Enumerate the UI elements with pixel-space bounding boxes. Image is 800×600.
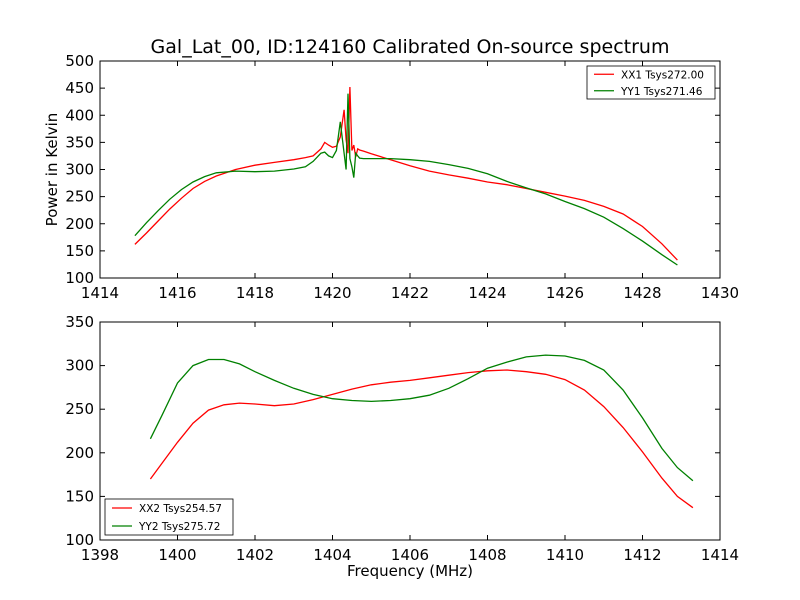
y-tick-label: 200 [65, 215, 94, 233]
legend-label: YY1 Tsys271.46 [620, 86, 703, 98]
x-tick-label: 1424 [468, 284, 506, 302]
y-tick-label: 150 [65, 242, 94, 260]
y-axis-label: Power in Kelvin [43, 113, 61, 227]
y-tick-label: 300 [65, 357, 94, 375]
lower-spectrum-plot: 1398 1400 1402 1404 1406 1408 1410 1412 1414 100 1… [65, 313, 739, 580]
x-tick-label: 1426 [546, 284, 584, 302]
x-tick-label: 1402 [236, 546, 274, 564]
x-axis-label: Frequency (MHz) [347, 562, 473, 580]
y-tick-label: 200 [65, 444, 94, 462]
y-tick-label: 250 [65, 188, 94, 206]
series-line-yy [134, 93, 678, 266]
y-tick-label: 500 [65, 52, 94, 70]
y-tick-label: 400 [65, 106, 94, 124]
x-tick-label: 1428 [623, 284, 661, 302]
y-tick-label: 150 [65, 487, 94, 505]
legend-box [104, 498, 234, 536]
y-tick-label: 100 [65, 531, 94, 549]
x-tick-label: 1400 [158, 546, 196, 564]
y-tick-label: 350 [65, 313, 94, 331]
legend-box [586, 65, 716, 100]
legend: XX2 Tsys254.57 YY2 Tsys275.72 [104, 498, 234, 536]
y-tick-label: 350 [65, 133, 94, 151]
upper-spectrum-plot: 1414 1416 1418 1420 1422 1424 1426 1428 1430 100 1… [43, 52, 739, 302]
x-tick-label: 1420 [313, 284, 351, 302]
x-tick-label: 1418 [236, 284, 274, 302]
x-tick-label: 1412 [623, 546, 661, 564]
x-tick-label: 1414 [701, 546, 739, 564]
legend-label: YY2 Tsys275.72 [138, 521, 220, 533]
x-tick-label: 1416 [158, 284, 196, 302]
series-line-yy [149, 354, 694, 482]
series-line-xx [149, 369, 694, 509]
x-tick-label: 1398 [81, 546, 119, 564]
x-tick-label: 1408 [468, 546, 506, 564]
y-tick-label: 450 [65, 79, 94, 97]
x-tick-label: 1430 [701, 284, 739, 302]
y-tick-label: 100 [65, 269, 94, 287]
y-tick-label: 300 [65, 161, 94, 179]
legend-label: XX1 Tsys272.00 [621, 69, 704, 81]
x-tick-label: 1414 [81, 284, 119, 302]
legend-label: XX2 Tsys254.57 [139, 503, 222, 515]
x-tick-label: 1422 [391, 284, 429, 302]
x-tick-label: 1404 [313, 546, 351, 564]
y-tick-label: 250 [65, 400, 94, 418]
x-tick-label: 1410 [546, 546, 584, 564]
legend: XX1 Tsys272.00 YY1 Tsys271.46 [586, 65, 716, 100]
x-tick-label: 1406 [391, 546, 429, 564]
chart-title: Gal_Lat_00, ID:124160 Calibrated On-sour… [151, 36, 670, 58]
